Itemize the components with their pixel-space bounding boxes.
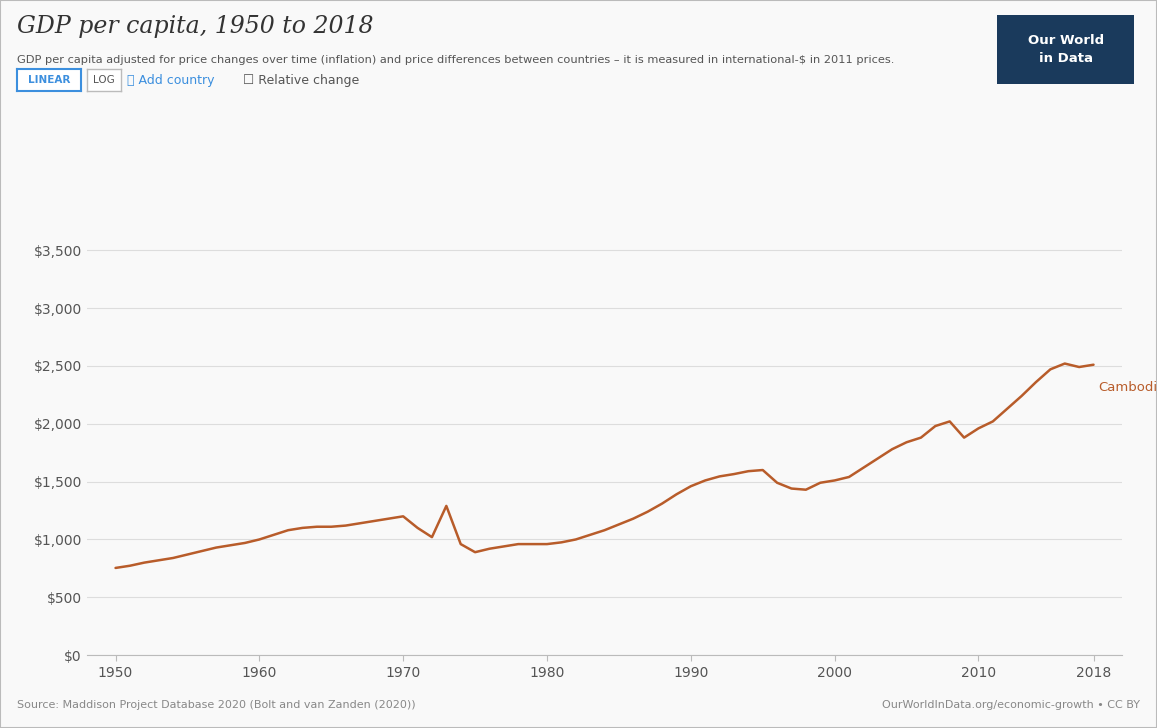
Text: GDP per capita adjusted for price changes over time (inflation) and price differ: GDP per capita adjusted for price change… <box>17 55 894 65</box>
Text: GDP per capita, 1950 to 2018: GDP per capita, 1950 to 2018 <box>17 15 374 38</box>
Text: Cambodia: Cambodia <box>1098 381 1157 395</box>
Text: Our World
in Data: Our World in Data <box>1027 33 1104 65</box>
Text: ➕ Add country: ➕ Add country <box>127 74 215 87</box>
Text: LINEAR: LINEAR <box>28 75 71 85</box>
Text: ☐ Relative change: ☐ Relative change <box>243 74 359 87</box>
Text: OurWorldInData.org/economic-growth • CC BY: OurWorldInData.org/economic-growth • CC … <box>882 700 1140 710</box>
Text: LOG: LOG <box>94 75 115 85</box>
Text: Source: Maddison Project Database 2020 (Bolt and van Zanden (2020)): Source: Maddison Project Database 2020 (… <box>17 700 417 710</box>
